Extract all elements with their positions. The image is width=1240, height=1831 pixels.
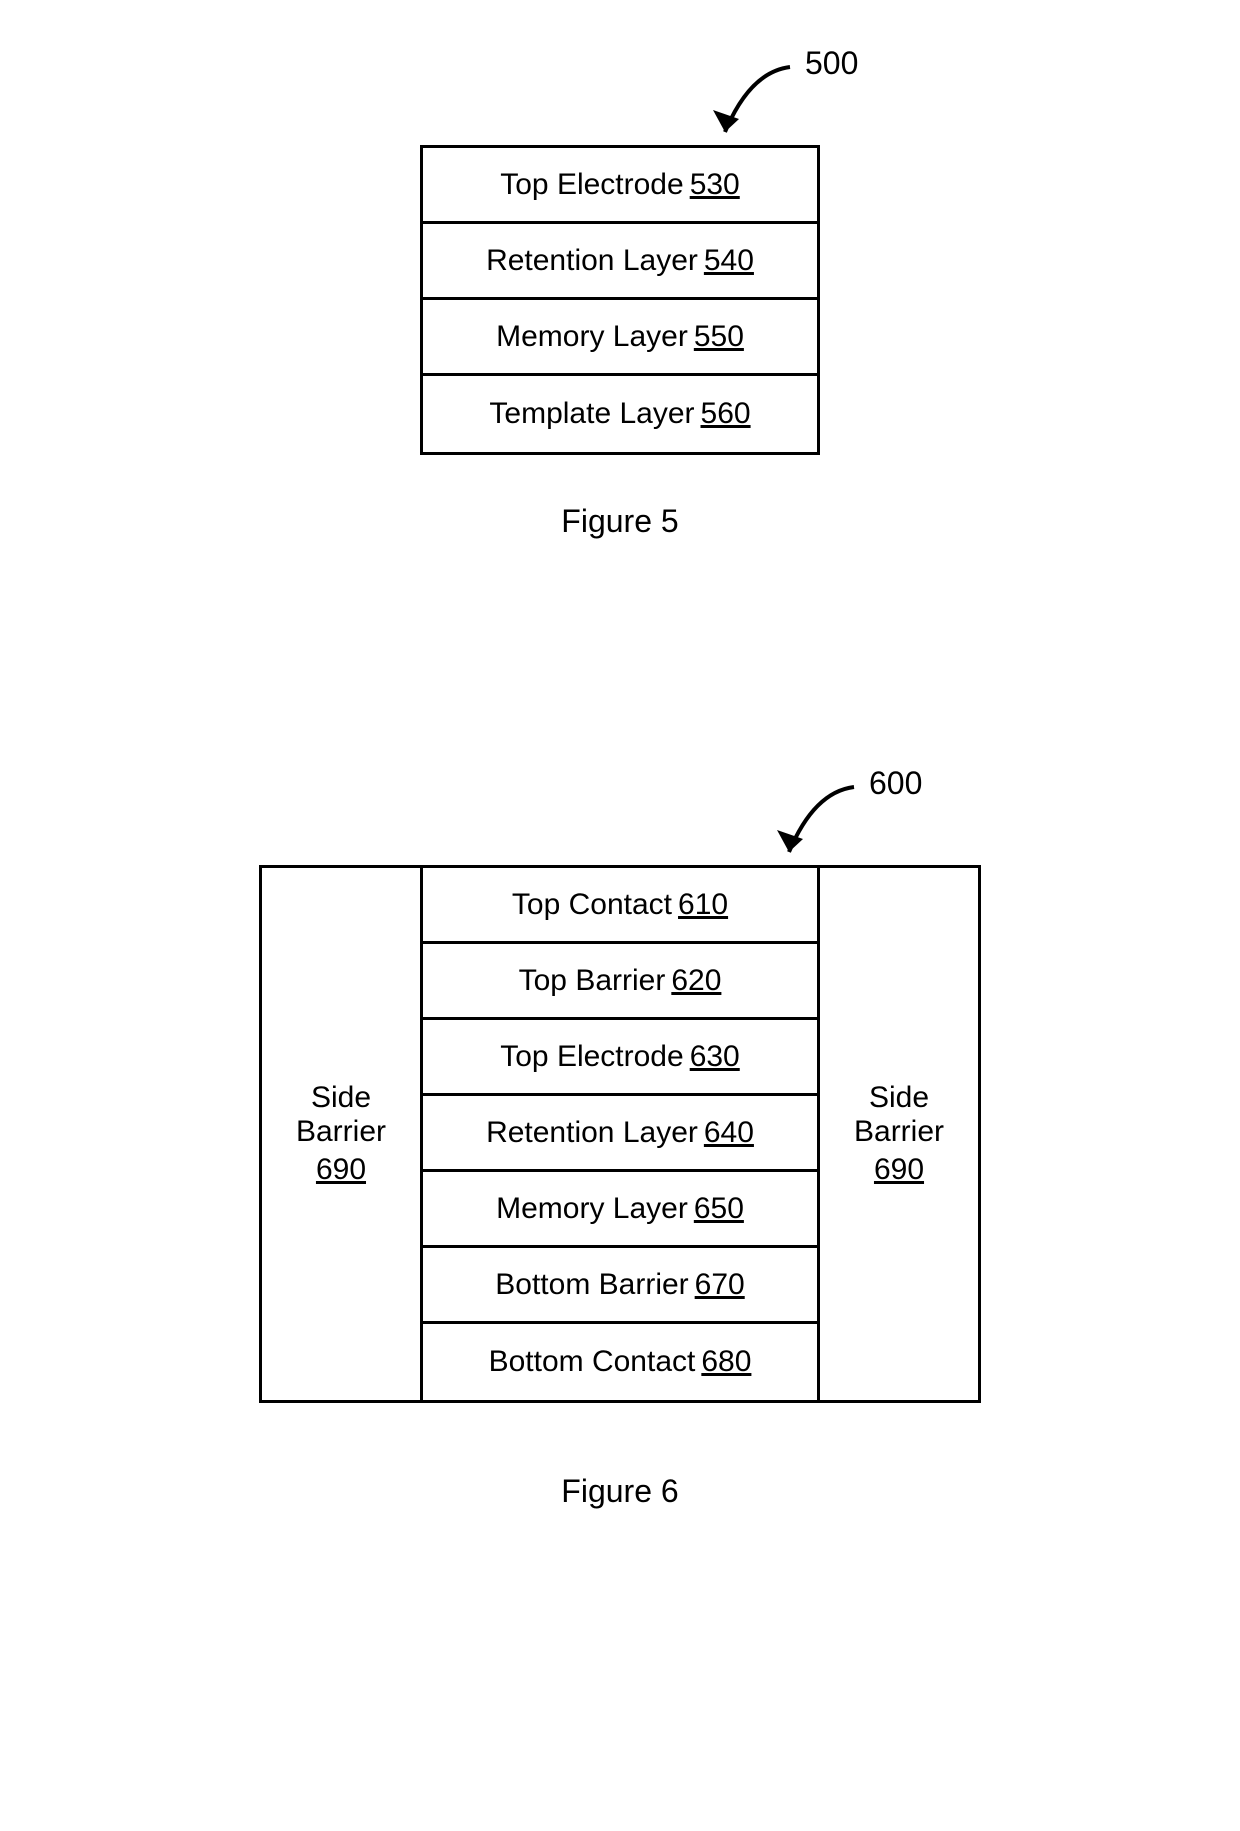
side-label-line1: Side — [311, 1081, 371, 1115]
layer-label: Memory Layer — [496, 1192, 688, 1226]
layer-number: 560 — [701, 397, 751, 431]
layer-number: 650 — [694, 1192, 744, 1226]
layer-label: Top Electrode — [500, 168, 683, 202]
layer-number: 550 — [694, 320, 744, 354]
figure-6: 600 Side Barrier 690 Top Contact 610 Top… — [0, 790, 1240, 1510]
figure-6-arrow — [759, 782, 879, 892]
figure-6-row: Side Barrier 690 Top Contact 610 Top Bar… — [259, 865, 981, 1403]
side-number: 690 — [316, 1153, 366, 1187]
side-number: 690 — [874, 1153, 924, 1187]
figure-6-layer: Retention Layer 640 — [423, 1096, 817, 1172]
layer-label: Template Layer — [489, 397, 694, 431]
figure-5-stack: Top Electrode 530 Retention Layer 540 Me… — [420, 145, 820, 455]
layer-number: 530 — [690, 168, 740, 202]
layer-number: 680 — [701, 1345, 751, 1379]
figure-5: 500 Top Electrode 530 Retention Layer 54… — [0, 70, 1240, 540]
figure-5-layer: Template Layer 560 — [423, 376, 817, 452]
layer-number: 630 — [690, 1040, 740, 1074]
figure-6-layer: Top Barrier 620 — [423, 944, 817, 1020]
layer-label: Memory Layer — [496, 320, 688, 354]
layer-number: 620 — [671, 964, 721, 998]
figure-6-layer: Top Contact 610 — [423, 868, 817, 944]
layer-label: Retention Layer — [486, 1116, 698, 1150]
figure-5-layer: Retention Layer 540 — [423, 224, 817, 300]
side-label-line1: Side — [869, 1081, 929, 1115]
figure-6-layer: Bottom Barrier 670 — [423, 1248, 817, 1324]
figure-5-arrow — [695, 62, 815, 172]
figure-6-layer: Bottom Contact 680 — [423, 1324, 817, 1400]
layer-label: Retention Layer — [486, 244, 698, 278]
layer-number: 540 — [704, 244, 754, 278]
figure-5-layer: Memory Layer 550 — [423, 300, 817, 376]
figure-6-layer: Memory Layer 650 — [423, 1172, 817, 1248]
figure-6-layer: Top Electrode 630 — [423, 1020, 817, 1096]
figure-6-caption: Figure 6 — [561, 1473, 678, 1510]
layer-number: 610 — [678, 888, 728, 922]
side-label-line2: Barrier — [854, 1115, 944, 1149]
layer-label: Bottom Barrier — [495, 1268, 688, 1302]
layer-number: 640 — [704, 1116, 754, 1150]
figure-5-caption: Figure 5 — [561, 503, 678, 540]
figure-6-side-right: Side Barrier 690 — [820, 865, 981, 1403]
figure-6-stack: Top Contact 610 Top Barrier 620 Top Elec… — [420, 865, 820, 1403]
layer-label: Bottom Contact — [489, 1345, 696, 1379]
layer-label: Top Electrode — [500, 1040, 683, 1074]
layer-label: Top Barrier — [519, 964, 666, 998]
side-label-line2: Barrier — [296, 1115, 386, 1149]
layer-label: Top Contact — [512, 888, 672, 922]
layer-number: 670 — [695, 1268, 745, 1302]
figure-6-side-left: Side Barrier 690 — [259, 865, 420, 1403]
